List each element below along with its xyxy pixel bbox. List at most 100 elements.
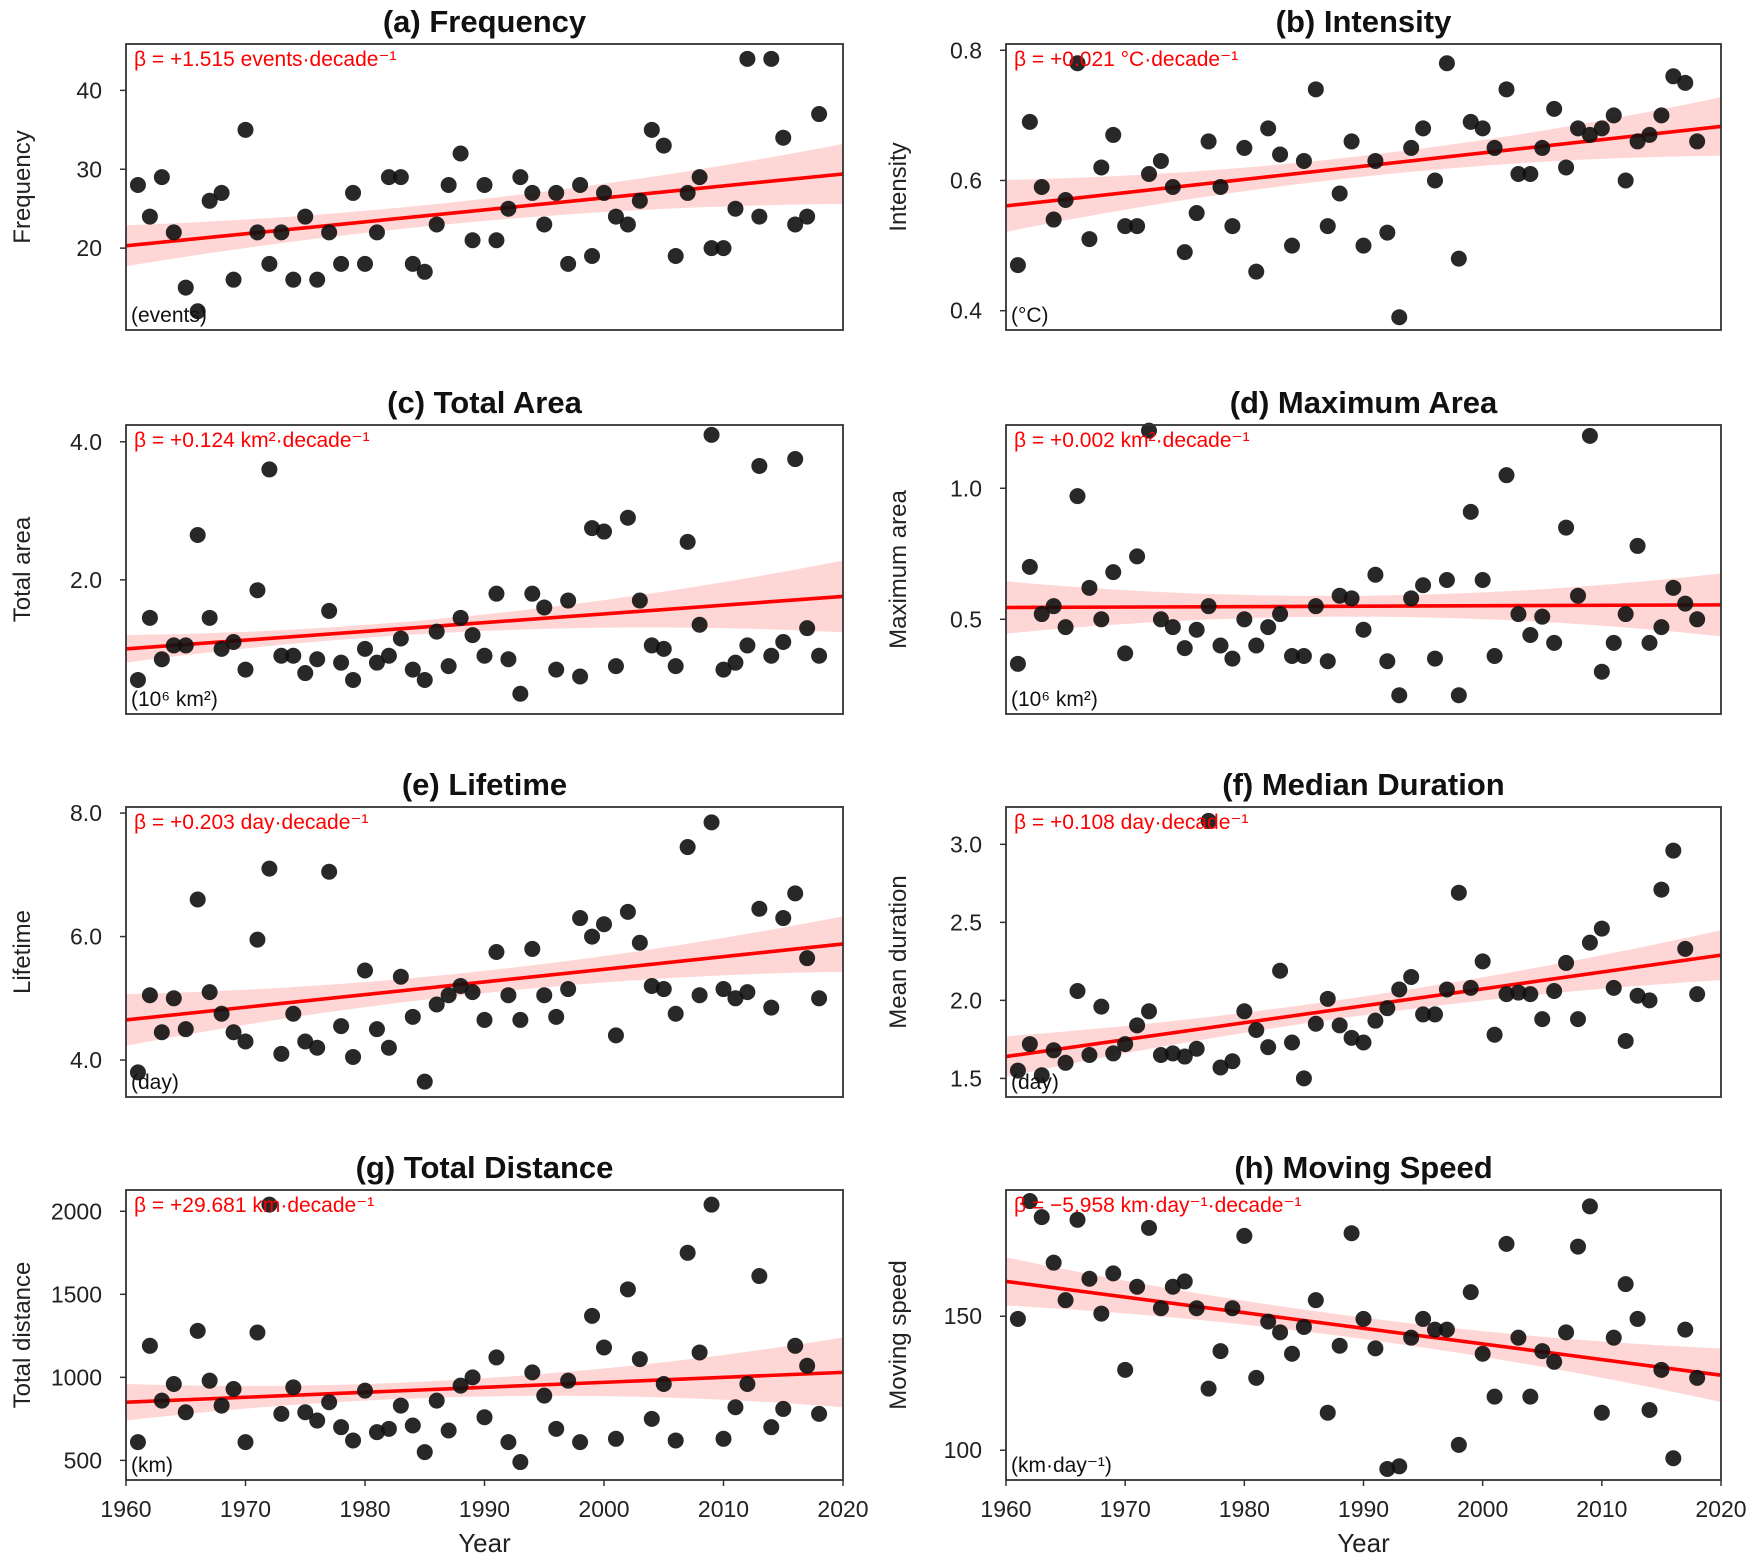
data-point (1546, 1353, 1563, 1370)
data-point (1069, 1211, 1086, 1228)
data-point (799, 620, 816, 637)
data-point (667, 1432, 684, 1449)
data-point (1689, 986, 1706, 1003)
data-point (333, 1419, 350, 1436)
panel-title: (a) Frequency (383, 4, 587, 39)
confidence-band (126, 144, 843, 267)
data-point (1188, 621, 1205, 638)
data-point (596, 1339, 612, 1356)
panel-title: (h) Moving Speed (1234, 1150, 1492, 1185)
data-point (225, 1380, 242, 1397)
plot-frame (1005, 43, 1722, 331)
data-point (1677, 940, 1694, 957)
data-point (1141, 1219, 1157, 1236)
data-point (1534, 1343, 1551, 1360)
data-point (368, 1021, 385, 1038)
data-point (1152, 1046, 1169, 1063)
data-point (380, 1420, 397, 1437)
data-point (464, 627, 481, 644)
data-point (500, 651, 517, 668)
data-point (1129, 218, 1146, 235)
data-point (1367, 566, 1384, 583)
data-point (596, 523, 612, 540)
data-point (1689, 1369, 1706, 1386)
data-point (691, 616, 708, 633)
data-point (309, 271, 326, 288)
data-point (1045, 598, 1062, 615)
data-point (512, 1454, 529, 1471)
data-point (249, 582, 266, 599)
data-point (751, 208, 768, 225)
data-point (1248, 637, 1265, 654)
data-point (1510, 1329, 1527, 1346)
data-point (1200, 133, 1217, 150)
data-point (1176, 1273, 1193, 1290)
data-point (1307, 1015, 1324, 1032)
data-point (1224, 650, 1241, 667)
data-point (1129, 1017, 1146, 1034)
confidence-band (1006, 930, 1721, 1077)
data-point (153, 651, 170, 668)
data-point (1331, 587, 1348, 604)
unit-label: (10⁶ km²) (1011, 688, 1098, 711)
data-point (775, 1400, 792, 1417)
data-point (1546, 100, 1563, 117)
data-point (536, 216, 553, 233)
data-point (165, 637, 182, 654)
data-point (1593, 920, 1610, 937)
data-point (416, 1073, 433, 1090)
data-point (775, 910, 792, 927)
data-point (1069, 488, 1086, 505)
data-point (1343, 590, 1360, 607)
y-axis-label: Maximum area (885, 490, 912, 649)
data-point (512, 169, 529, 186)
data-point (1188, 1300, 1205, 1317)
data-point (249, 1324, 266, 1341)
y-tick-label: 0.6 (950, 167, 982, 193)
data-point (775, 129, 792, 146)
y-tick-label: 20 (76, 235, 102, 261)
data-point (1665, 842, 1682, 859)
panel-title: (e) Lifetime (402, 767, 567, 802)
data-point (345, 184, 362, 201)
data-point (1438, 981, 1455, 998)
x-tick-label: 1970 (1100, 1496, 1151, 1522)
y-tick-label: 4.0 (70, 429, 102, 455)
trend-annotation: β = −5.958 km·day⁻¹·decade⁻¹ (1014, 1194, 1302, 1217)
data-point (1629, 537, 1646, 554)
data-point (1522, 986, 1539, 1003)
data-point (1367, 1340, 1384, 1357)
data-point (775, 633, 792, 650)
data-point (321, 602, 338, 619)
trend-annotation: β = +0.002 km²·decade⁻¹ (1014, 429, 1250, 452)
trend-line (125, 942, 844, 1022)
data-point (1331, 1337, 1348, 1354)
trend-annotation: β = +1.515 events·decade⁻¹ (134, 48, 397, 71)
data-point (631, 592, 648, 609)
x-axis-label: Year (1337, 1528, 1390, 1558)
data-point (1498, 1235, 1515, 1252)
data-point (1057, 619, 1074, 636)
data-point (1438, 571, 1455, 588)
x-tick-label: 2010 (1576, 1496, 1627, 1522)
data-point (1164, 179, 1181, 195)
data-point (1355, 1034, 1372, 1051)
x-tick-label: 2020 (1695, 1496, 1746, 1522)
data-point (1558, 954, 1575, 971)
data-point (548, 661, 565, 678)
data-point (1093, 611, 1110, 628)
data-point (440, 987, 457, 1004)
plot-frame (1005, 806, 1722, 1098)
data-point (584, 248, 601, 265)
data-point (440, 658, 457, 675)
unit-label: (km·day⁻¹) (1011, 1454, 1112, 1477)
data-point (1081, 1046, 1098, 1063)
data-point (141, 208, 158, 225)
data-point (1605, 634, 1622, 651)
data-point (357, 962, 373, 979)
data-point (739, 1375, 756, 1392)
data-point (345, 671, 362, 688)
y-tick-label: 2000 (51, 1198, 102, 1224)
data-point (1605, 107, 1622, 124)
data-point (261, 461, 278, 478)
